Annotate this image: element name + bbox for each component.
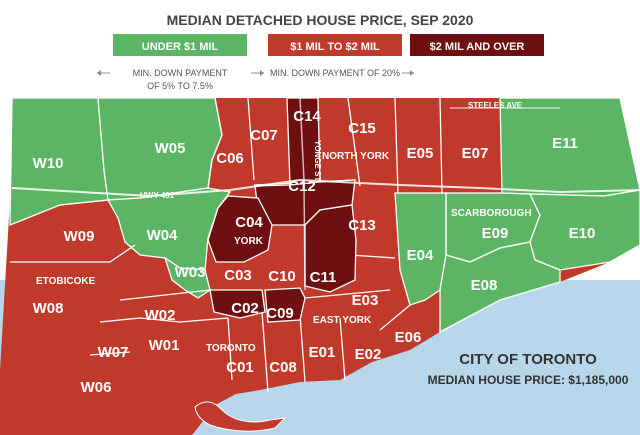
district-c02-region: [209, 289, 266, 319]
district-e04-region: [394, 192, 447, 306]
district-label-c02: C02: [231, 300, 259, 317]
district-c04-region: [207, 195, 273, 263]
district-label-c10: C10: [268, 268, 296, 285]
district-e08-region: [439, 241, 561, 334]
district-label-c08: C08: [269, 359, 297, 376]
district-label-w05: W05: [155, 140, 186, 157]
district-label-c04: C04: [235, 214, 263, 231]
district-label-e10: E10: [569, 225, 596, 242]
district-label-c12: C12: [288, 178, 316, 195]
district-label-c01: C01: [226, 359, 254, 376]
hwy-401-line: [11, 178, 640, 198]
district-c11-region: [304, 204, 357, 293]
road-label-hwy-401: HWY 401: [140, 191, 175, 200]
district-label-w07: W07: [98, 344, 129, 361]
legend-swatch-dark: [410, 34, 544, 56]
legend-swatch-green: [113, 34, 247, 56]
district-label-c03: C03: [224, 267, 252, 284]
district-label-e04: E04: [407, 247, 434, 264]
district-label-c07: C07: [250, 127, 278, 144]
district-label-w01: W01: [149, 337, 180, 354]
chart-title: MEDIAN DETACHED HOUSE PRICE, SEP 2020: [167, 12, 474, 28]
district-label-e01: E01: [309, 344, 336, 361]
city-name: CITY OF TORONTO: [459, 351, 597, 368]
district-label-w06: W06: [81, 379, 112, 396]
area-label-scarborough: SCARBOROUGH: [451, 208, 532, 219]
district-w03-region: [163, 256, 211, 299]
district-label-w02: W02: [145, 307, 176, 324]
legend-label-red: $1 MIL TO $2 MIL: [290, 41, 380, 53]
district-label-w09: W09: [64, 228, 95, 245]
district-label-e03: E03: [352, 292, 379, 309]
district-label-e11: E11: [552, 135, 578, 152]
area-label-etobicoke: ETOBICOKE: [36, 276, 96, 287]
district-label-c13: C13: [348, 217, 376, 234]
legend-note-green-2: OF 5% TO 7.5%: [147, 81, 213, 91]
district-e10-region: [528, 189, 640, 271]
legend-note-green-1: MIN. DOWN PAYMENT: [133, 68, 228, 78]
road-label-yonge-st: YONGE ST: [313, 140, 322, 181]
legend-label-green: UNDER $1 MIL: [142, 41, 219, 53]
district-label-c15: C15: [348, 120, 376, 137]
area-label-east-york: EAST YORK: [313, 315, 372, 326]
area-label-toronto: TORONTO: [206, 343, 256, 354]
legend-swatch-red: [268, 34, 402, 56]
district-label-w04: W04: [147, 227, 179, 244]
district-label-w10: W10: [33, 155, 64, 172]
district-label-w03: W03: [175, 264, 206, 281]
district-label-c14: C14: [293, 108, 321, 125]
district-label-w08: W08: [33, 300, 64, 317]
area-label-york: YORK: [234, 236, 264, 247]
legend-note-red: MIN. DOWN PAYMENT OF 20%: [270, 68, 400, 78]
yonge-st-line: [299, 97, 306, 291]
district-label-c09: C09: [266, 305, 294, 322]
district-c09-region: [264, 287, 306, 323]
district-label-e06: E06: [395, 329, 422, 346]
area-label-north-york: NORTH YORK: [322, 151, 390, 162]
road-label-steeles-ave: STEELES AVE: [468, 101, 523, 110]
district-label-e08: E08: [471, 277, 498, 294]
district-label-e05: E05: [407, 145, 434, 162]
district-label-e02: E02: [355, 346, 382, 363]
toronto-islands: [194, 401, 287, 432]
district-label-e09: E09: [482, 225, 509, 242]
district-label-c11: C11: [310, 269, 337, 286]
median-price: MEDIAN HOUSE PRICE: $1,185,000: [428, 373, 629, 387]
district-label-e07: E07: [462, 145, 489, 162]
legend-label-dark: $2 MIL AND OVER: [430, 41, 525, 53]
district-label-c06: C06: [216, 150, 244, 167]
